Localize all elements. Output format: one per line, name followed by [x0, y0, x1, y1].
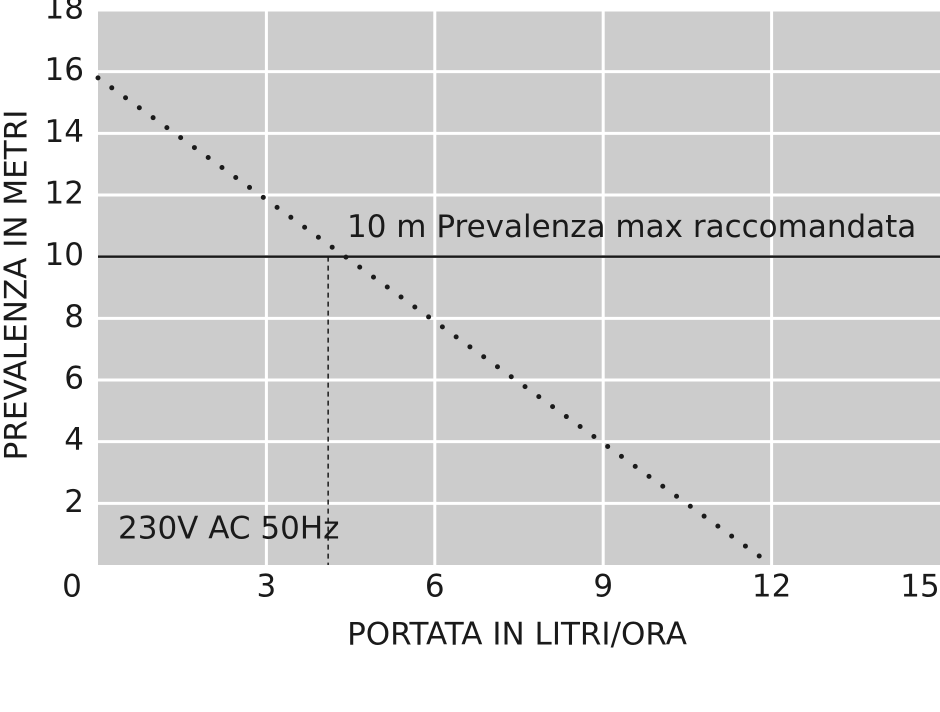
- x-tick-label: 6: [425, 569, 445, 605]
- y-tick-label: 2: [64, 484, 84, 520]
- y-axis-title: PREVALENZA IN METRI: [0, 110, 35, 461]
- y-tick-label: 6: [64, 361, 84, 397]
- y-tick-label: 14: [45, 114, 84, 150]
- y-tick-label: 12: [45, 176, 84, 212]
- plot-background: [98, 10, 940, 565]
- series-label: 230V AC 50Hz: [118, 511, 339, 547]
- y-tick-label: 18: [45, 0, 84, 27]
- x-tick-label: 0: [62, 569, 82, 605]
- x-tick-label: 15: [900, 569, 939, 605]
- x-axis-title: PORTATA IN LITRI/ORA: [347, 617, 687, 653]
- x-tick-label: 3: [257, 569, 277, 605]
- y-tick-label: 10: [45, 237, 84, 273]
- x-tick-label: 12: [752, 569, 791, 605]
- x-tick-label: 9: [593, 569, 613, 605]
- y-tick-label: 4: [64, 422, 84, 458]
- reference-label: 10 m Prevalenza max raccomandata: [347, 209, 916, 245]
- y-tick-label: 8: [64, 299, 84, 335]
- y-tick-label: 16: [45, 52, 84, 88]
